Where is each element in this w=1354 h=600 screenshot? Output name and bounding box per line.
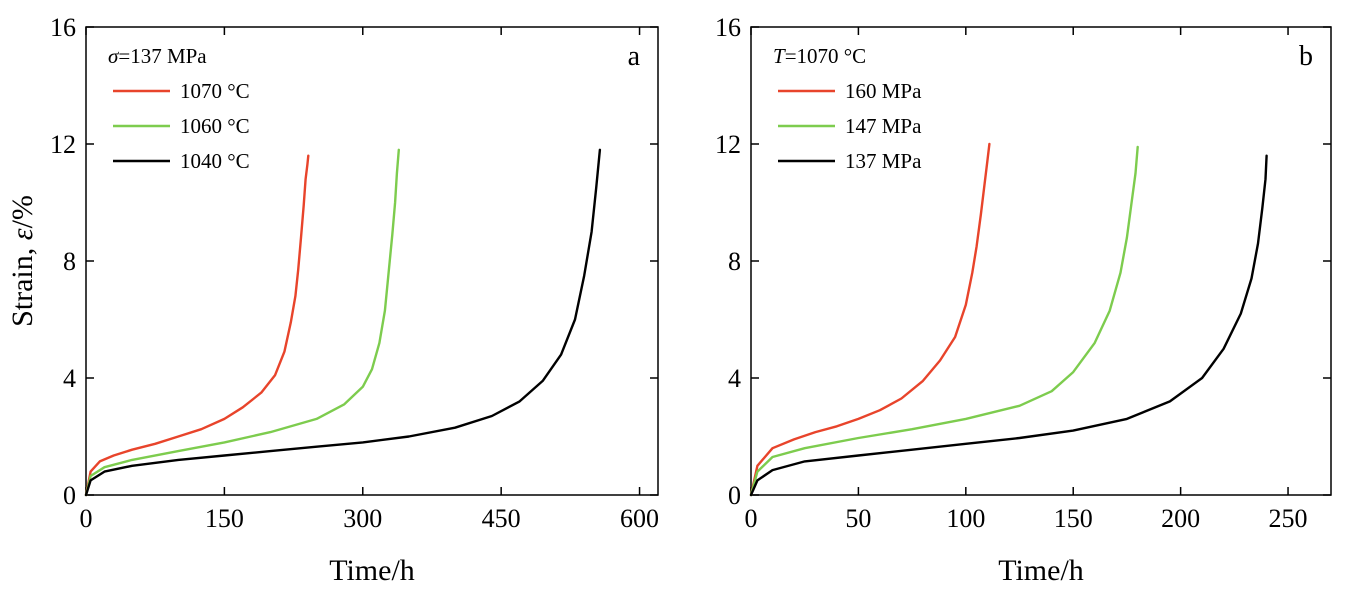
- legend-header: σ=137 MPa: [108, 44, 207, 68]
- x-tick-label: 100: [946, 504, 985, 533]
- series-line-1: [84, 154, 310, 497]
- series-line-2: [749, 145, 1139, 497]
- y-tick-label: 12: [715, 130, 741, 159]
- legend-entry: 160 MPa: [845, 79, 922, 103]
- legend-header-value: =1070 °C: [785, 44, 867, 68]
- panel-a: 0 150 300 450 600 0 4 8 12 16 Time/h Strain, ε/% a σ=…: [6, 13, 659, 587]
- series-line-1: [749, 142, 991, 497]
- x-tick-label: 0: [80, 504, 93, 533]
- legend-header-symbol: T: [773, 44, 786, 68]
- legend-entry: 1040 °C: [180, 149, 250, 173]
- plot-frame: [85, 26, 659, 496]
- x-tick-label: 300: [343, 504, 382, 533]
- y-axis-title-symbol: ε: [6, 228, 39, 240]
- y-tick-label: 0: [63, 481, 76, 510]
- y-tick-label: 8: [63, 247, 76, 276]
- legend-entry: 147 MPa: [845, 114, 922, 138]
- legend-header: T=1070 °C: [773, 44, 866, 68]
- panel-letter: a: [628, 41, 641, 72]
- y-axis-title: Strain, ε/%: [6, 195, 39, 327]
- y-tick-label: 4: [728, 364, 741, 393]
- x-tick-label: 0: [745, 504, 758, 533]
- y-tick-label: 4: [63, 364, 76, 393]
- x-axis-title: Time/h: [998, 554, 1084, 587]
- panel-letter: b: [1299, 41, 1313, 72]
- x-tick-label: 150: [1054, 504, 1093, 533]
- x-tick-label: 450: [482, 504, 521, 533]
- legend-header-value: =137 MPa: [118, 44, 207, 68]
- y-axis-title-prefix: Strain,: [6, 240, 39, 327]
- panel-b: 0 50 100 150 200 250 0 4 8 12 16 Time/h b T=1070 °C 16…: [715, 13, 1332, 587]
- x-tick-label: 50: [845, 504, 871, 533]
- y-tick-label: 0: [728, 481, 741, 510]
- y-tick-label: 8: [728, 247, 741, 276]
- legend-entry: 1070 °C: [180, 79, 250, 103]
- legend-header-symbol: σ: [108, 44, 120, 68]
- x-tick-label: 250: [1269, 504, 1308, 533]
- y-tick-label: 12: [50, 130, 76, 159]
- series-line-3: [749, 154, 1268, 497]
- y-axis-title-unit: /%: [6, 195, 39, 228]
- series-line-3: [84, 148, 602, 497]
- y-tick-label: 16: [50, 13, 76, 42]
- y-tick-label: 16: [715, 13, 741, 42]
- x-axis-title: Time/h: [329, 554, 415, 587]
- x-tick-label: 150: [205, 504, 244, 533]
- legend-entry: 1060 °C: [180, 114, 250, 138]
- x-tick-label: 600: [620, 504, 659, 533]
- x-tick-label: 200: [1161, 504, 1200, 533]
- legend-entry: 137 MPa: [845, 149, 922, 173]
- series-line-2: [84, 148, 400, 497]
